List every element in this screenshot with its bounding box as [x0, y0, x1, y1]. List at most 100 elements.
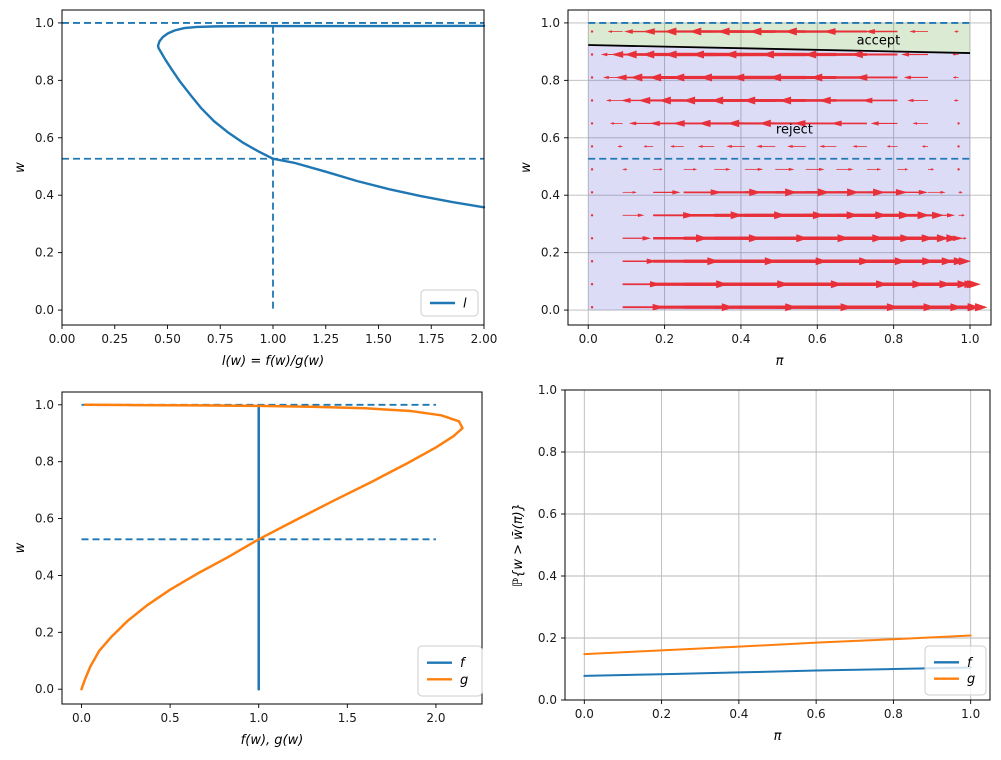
quiver-arrow-head	[602, 75, 609, 80]
y-tick-label: 0.0	[35, 303, 54, 317]
quiver-arrow-head	[658, 96, 671, 105]
y-tick-label: 0.4	[35, 568, 54, 582]
quiver-arrow-head	[642, 50, 655, 59]
quiver-arrow-head	[664, 27, 677, 36]
quiver-arrow-head	[823, 28, 836, 36]
axes-spines	[564, 389, 991, 701]
quiver-arrow-head	[848, 167, 854, 171]
y-axis-label: ℙ{w > w̄(π)}	[511, 503, 526, 587]
x-tick-label: 0.8	[884, 707, 903, 721]
quiver-dot	[590, 30, 594, 33]
quiver-arrow-head	[683, 96, 696, 105]
axes-spines	[61, 9, 485, 326]
quiver-arrow-head	[609, 122, 614, 125]
x-axis-label: π	[774, 729, 782, 744]
quiver-arrow-head	[965, 259, 969, 263]
quiver-arrow-head	[967, 305, 971, 309]
quiver-dot	[590, 260, 594, 263]
quiver-arrow-head	[637, 213, 645, 218]
y-tick-label: 0.6	[35, 512, 54, 526]
annotation-accept: accept	[857, 34, 901, 49]
quiver-arrow-head	[779, 96, 792, 105]
panel-tail-probability: 0.0 0.2 0.4 0.6 0.8 1.0 0.0 0.2 0.4 0.6 0.8 1.0 π ℙ{w…	[500, 380, 1001, 760]
x-tick-label: 1.00	[260, 332, 287, 346]
y-tick-label: 0.0	[35, 682, 54, 696]
quiver-arrow-head	[711, 96, 724, 105]
series-line-g	[80, 403, 464, 691]
y-tick-label: 0.2	[35, 246, 54, 260]
tail-probability-plot: 0.0 0.2 0.4 0.6 0.8 1.0 0.0 0.2 0.4 0.6 0.8 1.0 π ℙ{w…	[511, 383, 991, 744]
legend: l	[420, 289, 479, 317]
x-tick-label: 0.0	[579, 332, 598, 346]
x-tick-label: 1.5	[338, 711, 357, 725]
y-tick-label: 1.0	[541, 16, 560, 30]
y-tick-label: 1.0	[35, 398, 54, 412]
y-axis-label: w	[13, 162, 28, 173]
quiver-arrow-head	[630, 73, 643, 82]
x-tick-label: 0.50	[154, 332, 181, 346]
quiver-arrow-head	[804, 50, 817, 59]
quiver-arrow-head	[818, 167, 825, 171]
quiver-arrow-head	[907, 98, 914, 103]
quiver-arrow-head	[855, 74, 868, 81]
y-tick-label: 0.6	[541, 131, 560, 145]
quiver-arrow-head	[758, 119, 771, 128]
quiver-arrow-head	[877, 168, 882, 171]
x-tick-label: 1.25	[312, 332, 339, 346]
quiver-arrow-head	[607, 30, 613, 33]
quiver-arrow-head	[698, 119, 711, 128]
quiver-arrow-head	[659, 168, 663, 171]
quiver-arrow-head	[670, 145, 675, 148]
legend-label: f	[460, 656, 467, 671]
y-tick-label: 0.6	[35, 131, 54, 145]
quiver-dot	[590, 214, 594, 217]
x-tick-label: 2.00	[471, 332, 498, 346]
quiver-arrow-head	[617, 145, 621, 148]
x-tick-label: 0.0	[575, 707, 594, 721]
quiver-arrow-head	[940, 190, 946, 194]
quiver-arrow-head	[743, 96, 756, 105]
quiver-arrow-head	[830, 120, 842, 127]
quiver-dot	[590, 76, 594, 79]
quiver-arrow-head	[756, 144, 762, 148]
x-tick-label: 1.75	[418, 332, 445, 346]
quiver-arrow-head	[954, 30, 958, 33]
legend: fg	[417, 645, 483, 697]
quiver-arrow-head	[912, 122, 918, 125]
quiver-arrow-head	[784, 27, 797, 36]
quiver-arrow-head	[726, 144, 732, 148]
reject-region	[588, 45, 971, 311]
quiver-field	[590, 27, 988, 312]
quiver-dot	[590, 168, 594, 171]
quiver-arrow-head	[921, 145, 925, 148]
y-axis-label: w	[13, 542, 28, 553]
quiver-arrow-head	[909, 30, 915, 34]
quiver-arrow-head	[664, 50, 677, 59]
quiver-arrow-head	[769, 73, 782, 82]
quiver-arrow-head	[787, 144, 793, 148]
quiver-arrow-head	[649, 120, 660, 127]
quiver-arrow-head	[963, 236, 967, 240]
quiver-dot	[590, 237, 594, 240]
quiver-arrow-head	[961, 214, 965, 217]
quiver-arrow-head	[761, 50, 774, 59]
y-tick-label: 0.2	[541, 246, 560, 260]
y-tick-label: 0.8	[35, 73, 54, 87]
series-line-f	[583, 666, 972, 677]
quiver-arrow-head	[672, 73, 685, 82]
x-tick-label: 0.5	[161, 711, 180, 725]
quiver-arrow-head	[952, 235, 964, 242]
x-tick-label: 0.0	[72, 711, 91, 725]
quiver-dot	[590, 53, 594, 56]
quiver-arrow-head	[900, 52, 910, 57]
y-tick-label: 0.8	[541, 73, 560, 87]
quiver-dot	[590, 305, 594, 309]
x-axis-label: f(w), g(w)	[241, 733, 304, 748]
x-axis-label: π	[776, 354, 784, 369]
quiver-arrow-head	[693, 168, 698, 171]
quiver-arrow-head	[611, 51, 624, 58]
y-tick-label: 0.8	[538, 445, 557, 459]
y-tick-label: 1.0	[538, 383, 557, 397]
y-tick-label: 0.6	[538, 507, 557, 521]
